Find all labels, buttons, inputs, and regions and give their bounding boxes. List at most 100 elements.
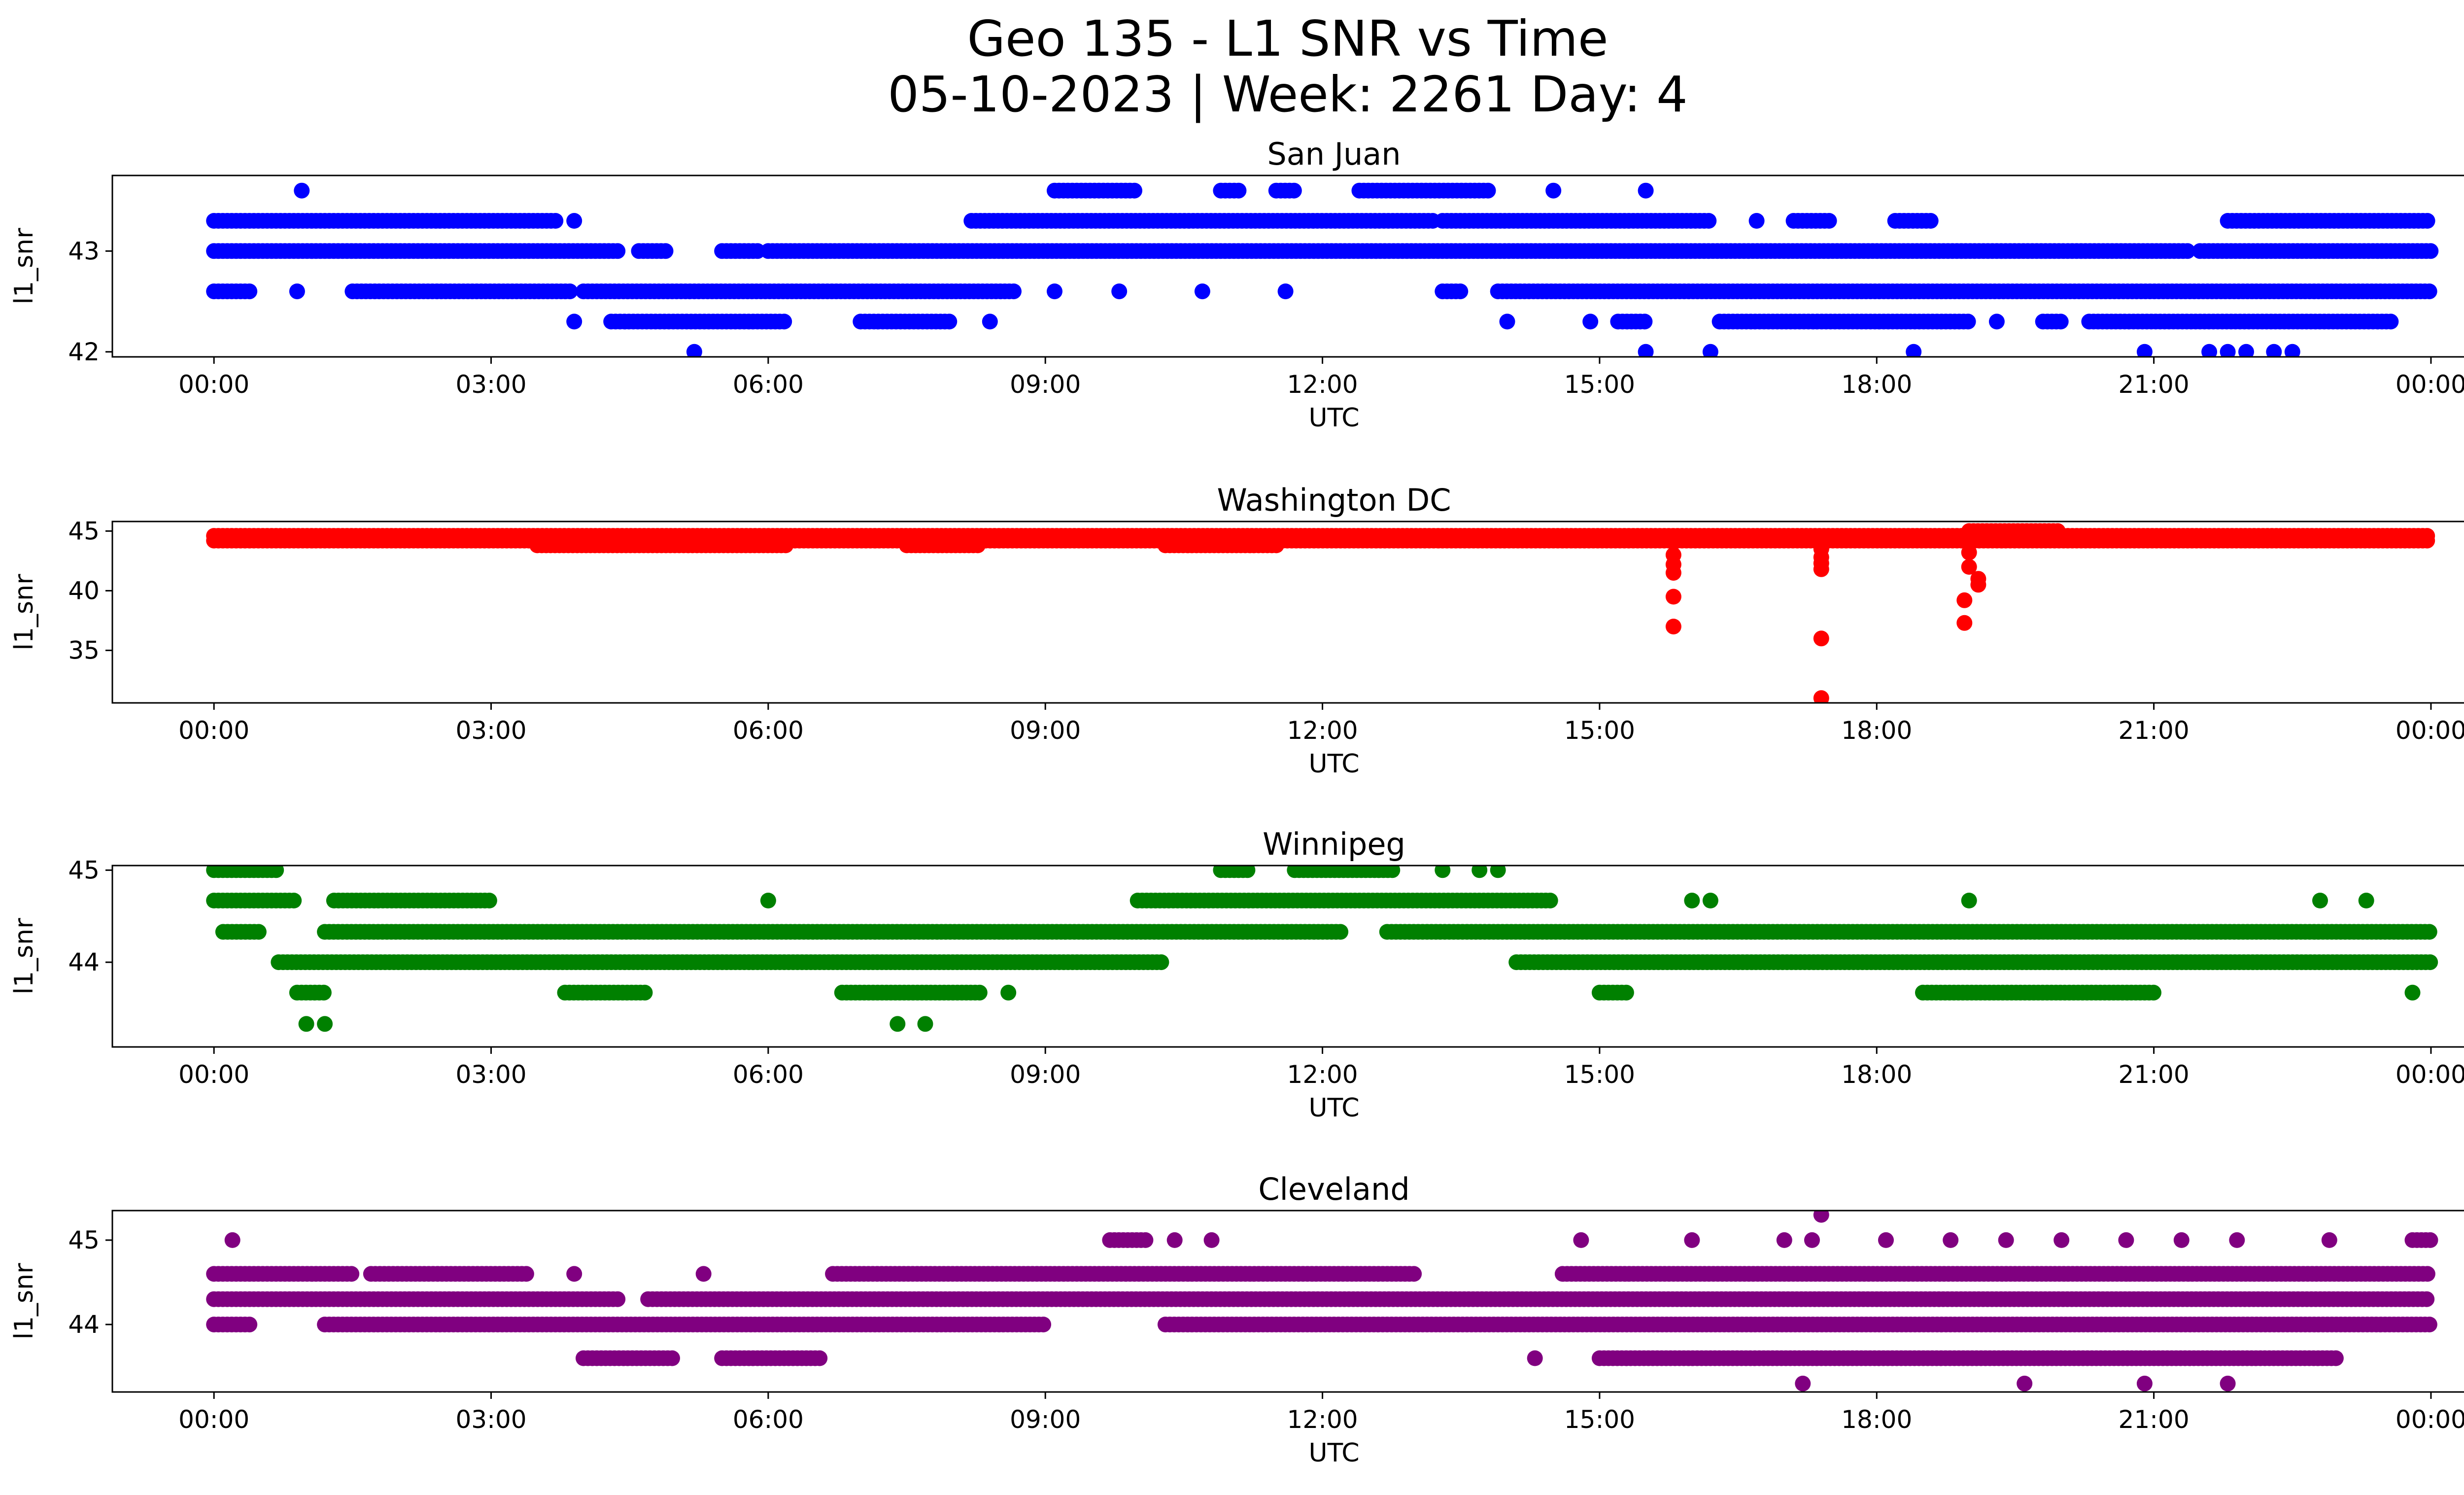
data-point [2053, 313, 2069, 330]
data-point [657, 243, 674, 259]
x-tick-label: 06:00 [733, 1060, 804, 1089]
data-point [982, 313, 998, 330]
x-tick-label: 18:00 [1841, 716, 1912, 745]
data-point [1194, 283, 1210, 300]
data-point [343, 1266, 360, 1282]
data-point [518, 1266, 534, 1282]
y-tick-label: 43 [68, 237, 100, 265]
x-axis-label: UTC [1308, 1093, 1359, 1123]
x-tick-label: 00:00 [178, 370, 249, 399]
data-point [2419, 213, 2435, 229]
data-point [2284, 344, 2300, 357]
x-tick-label: 18:00 [1841, 1060, 1912, 1089]
y-tick-label: 44 [68, 948, 100, 976]
data-point [1684, 893, 1700, 908]
x-tick-label: 21:00 [2119, 370, 2190, 399]
data-point [2421, 924, 2437, 940]
data-point [317, 1016, 333, 1032]
panel-title: Winnipeg [1263, 826, 1405, 862]
axes-frame [111, 865, 2464, 1048]
y-tick-label: 45 [68, 856, 100, 884]
data-point [1480, 182, 1496, 199]
y-axis-label: l1_snr [9, 228, 39, 305]
data-point [2312, 893, 2328, 908]
data-point [1452, 283, 1469, 300]
scatter-points [206, 182, 2439, 357]
data-point [1813, 561, 1829, 577]
data-point [315, 984, 332, 1001]
x-tick-label: 03:00 [455, 716, 526, 745]
data-point [1988, 313, 2005, 330]
data-point [1499, 313, 1515, 330]
x-axis-label: UTC [1308, 403, 1359, 433]
data-point [1701, 213, 1717, 229]
data-point [2136, 344, 2153, 357]
x-tick-label: 21:00 [2119, 716, 2190, 745]
x-tick-label: 03:00 [455, 370, 526, 399]
data-point [2179, 243, 2195, 259]
data-point [566, 313, 582, 330]
data-point [2266, 344, 2282, 357]
data-point [1618, 984, 1634, 1001]
panel-title: Cleveland [1258, 1171, 1409, 1207]
data-point [776, 313, 792, 330]
data-point [760, 893, 776, 908]
data-point [289, 283, 305, 300]
data-point [241, 283, 258, 300]
data-point [1231, 182, 1247, 199]
x-tick-label: 18:00 [1841, 370, 1912, 399]
data-point [2421, 283, 2437, 300]
x-tick-label: 09:00 [1010, 370, 1081, 399]
data-point [1702, 344, 1718, 357]
data-point [566, 213, 582, 229]
x-axis-label: UTC [1308, 749, 1359, 779]
data-point [250, 924, 267, 940]
x-tick-label: 00:00 [178, 716, 249, 745]
scatter-points [206, 866, 2438, 1032]
data-point [1960, 313, 1976, 330]
x-tick-label: 15:00 [1564, 716, 1635, 745]
data-point [1665, 565, 1681, 581]
data-point [2383, 313, 2399, 330]
x-tick-label: 15:00 [1564, 1060, 1635, 1089]
data-point [2419, 532, 2435, 549]
data-point [1961, 893, 1977, 908]
y-tick-label: 42 [68, 338, 100, 366]
data-point [1542, 893, 1558, 908]
data-point [2220, 344, 2236, 357]
data-point [1333, 924, 1349, 940]
data-point [2146, 984, 2161, 1001]
data-point [294, 182, 310, 199]
data-point [1813, 630, 1829, 647]
data-point [562, 283, 578, 300]
data-point [1821, 213, 1837, 229]
data-point [917, 1016, 933, 1032]
data-point [1286, 182, 1302, 199]
data-point [1748, 213, 1765, 229]
axes-frame [111, 521, 2464, 704]
data-point [686, 344, 702, 357]
data-point [1047, 283, 1062, 300]
data-point [1922, 213, 1939, 229]
data-point [941, 313, 958, 330]
data-point [1268, 537, 1284, 554]
x-tick-label: 12:00 [1287, 716, 1358, 745]
y-tick-label: 40 [68, 576, 100, 605]
data-point [2050, 523, 2066, 539]
x-tick-label: 00:00 [2396, 1060, 2464, 1089]
data-point [1006, 283, 1022, 300]
axes-frame [111, 174, 2464, 358]
data-point [970, 537, 986, 554]
data-point [2422, 954, 2438, 971]
data-point [1127, 182, 1142, 199]
data-point [268, 866, 284, 878]
data-point [2404, 984, 2421, 1001]
data-point [1545, 182, 1562, 199]
data-point [1956, 592, 1973, 608]
x-tick-label: 21:00 [2119, 1060, 2190, 1089]
data-point [1406, 1266, 1422, 1282]
figure-title-line1: Geo 135 - L1 SNR vs Time [967, 10, 1608, 68]
